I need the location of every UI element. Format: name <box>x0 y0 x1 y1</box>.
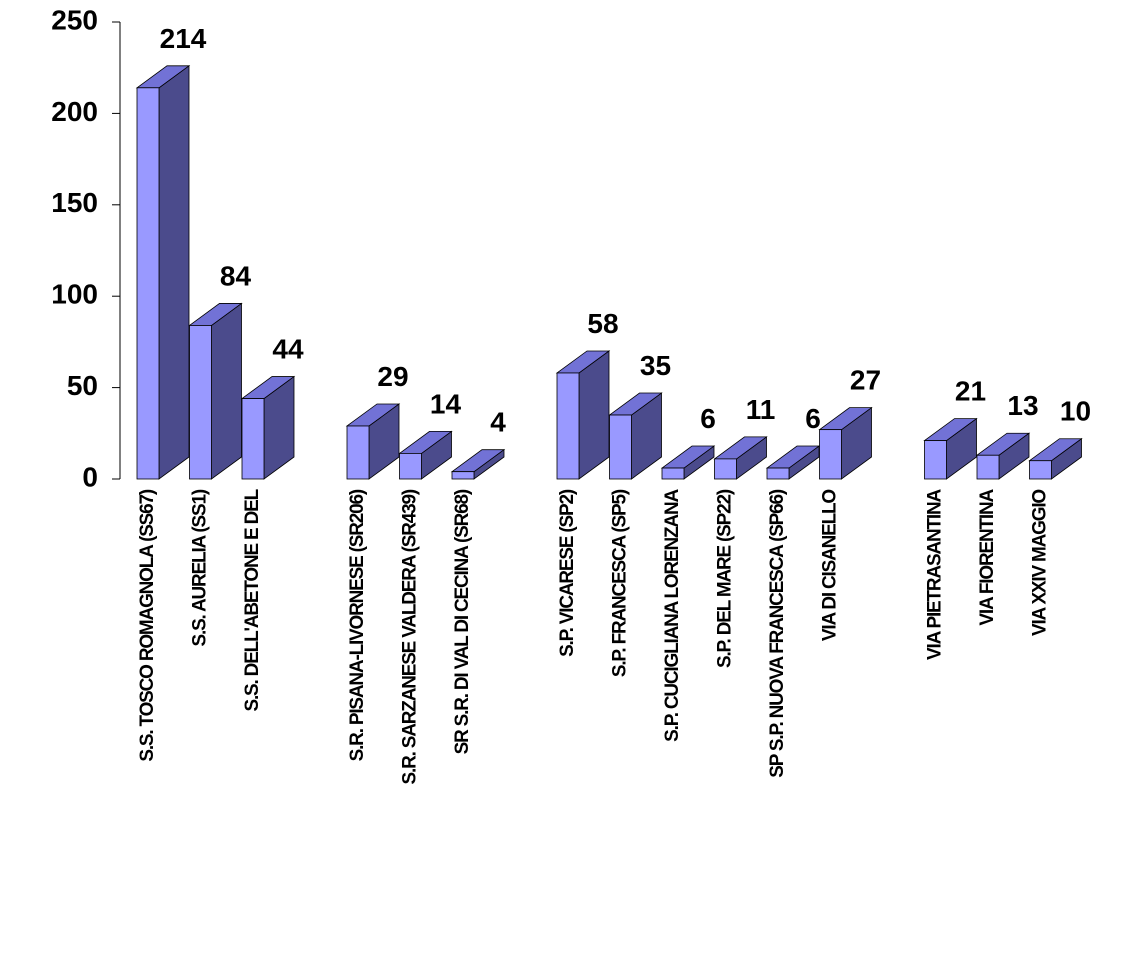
x-tick-label: S.P. DEL MARE (SP22) <box>715 489 736 668</box>
bar <box>924 440 947 480</box>
x-tick-label: S.R. SARZANESE VALDERA (SR439) <box>400 489 421 784</box>
x-tick-label: S.P. VICARESE (SP2) <box>557 489 578 657</box>
bar <box>189 325 212 480</box>
value-label: 84 <box>220 260 252 291</box>
x-tick-label: S.S. AURELIA (SS1) <box>190 489 211 646</box>
value-label: 214 <box>160 23 207 54</box>
x-tick-label: S.P. CUCIGLIANA LORENZANA <box>662 489 683 742</box>
y-tick-label: 50 <box>67 370 98 401</box>
value-label: 29 <box>377 361 408 392</box>
bar-side <box>211 302 242 480</box>
x-tick-label: S.S. DELL'ABETONE E DEL <box>242 488 263 711</box>
bar <box>556 372 580 480</box>
value-label: 14 <box>430 388 462 419</box>
x-tick-label: SP S.P. NUOVA FRANCESCA (SP66) <box>767 489 788 778</box>
value-label: 44 <box>272 334 304 365</box>
y-tick-label: 250 <box>51 4 98 35</box>
x-tick-label: S.S. TOSCO ROMAGNOLA (SS67) <box>137 489 158 762</box>
bar <box>714 458 737 480</box>
value-label: 6 <box>700 403 716 434</box>
bar-side <box>578 350 610 480</box>
x-tick-label: VIA PIETRASANTINA <box>925 489 946 660</box>
bar <box>766 467 790 480</box>
bar <box>661 467 685 480</box>
value-label: 21 <box>955 376 986 407</box>
value-label: 58 <box>587 308 618 339</box>
bar <box>451 471 475 480</box>
value-label: 13 <box>1007 390 1038 421</box>
bar-side <box>158 65 190 480</box>
bar <box>399 453 422 480</box>
value-label: 27 <box>850 365 881 396</box>
bar <box>609 414 632 480</box>
x-tick-label: S.R. PISANA-LIVORNESE (SR206) <box>347 489 368 761</box>
value-label: 6 <box>805 403 821 434</box>
x-tick-label: VIA DI CISANELLO <box>820 490 841 642</box>
bar <box>819 429 842 480</box>
bar <box>136 87 160 480</box>
bar <box>346 425 370 480</box>
bar <box>1029 460 1052 480</box>
x-tick-label: S.P. FRANCESCA (SP5) <box>610 489 631 677</box>
x-tick-label: SR S.R. DI VAL DI CECINA (SR68) <box>452 489 473 754</box>
value-label: 4 <box>490 407 506 438</box>
x-tick-label: VIA FIORENTINA <box>977 489 998 626</box>
value-label: 35 <box>640 350 671 381</box>
x-tick-label: VIA XXIV MAGGIO <box>1030 490 1051 636</box>
y-tick-label: 150 <box>51 187 98 218</box>
y-tick-label: 0 <box>82 461 98 492</box>
bar <box>241 398 265 480</box>
bar <box>976 454 1000 480</box>
value-label: 11 <box>746 394 776 425</box>
value-label: 10 <box>1060 396 1091 427</box>
y-tick-label: 100 <box>51 279 98 310</box>
y-tick-label: 200 <box>51 96 98 127</box>
